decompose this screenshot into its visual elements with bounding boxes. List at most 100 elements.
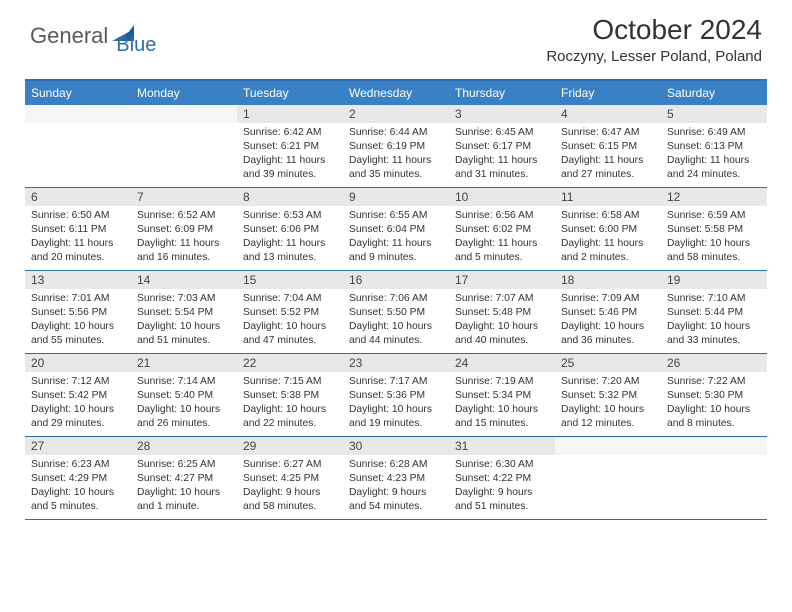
sunrise-text: Sunrise: 7:07 AM bbox=[455, 292, 549, 306]
day-details: Sunrise: 7:12 AMSunset: 5:42 PMDaylight:… bbox=[25, 372, 131, 435]
sunrise-text: Sunrise: 6:53 AM bbox=[243, 209, 337, 223]
day-number: 24 bbox=[449, 354, 555, 372]
week-row: 20Sunrise: 7:12 AMSunset: 5:42 PMDayligh… bbox=[25, 354, 767, 437]
day-header-row: SundayMondayTuesdayWednesdayThursdayFrid… bbox=[25, 81, 767, 105]
title-block: October 2024 Roczyny, Lesser Poland, Pol… bbox=[546, 14, 762, 65]
sunset-text: Sunset: 5:38 PM bbox=[243, 389, 337, 403]
sunset-text: Sunset: 5:30 PM bbox=[667, 389, 761, 403]
day-details: Sunrise: 6:52 AMSunset: 6:09 PMDaylight:… bbox=[131, 206, 237, 269]
sunset-text: Sunset: 5:54 PM bbox=[137, 306, 231, 320]
day-number: 16 bbox=[343, 271, 449, 289]
sunset-text: Sunset: 5:48 PM bbox=[455, 306, 549, 320]
sunset-text: Sunset: 5:46 PM bbox=[561, 306, 655, 320]
day-number: 14 bbox=[131, 271, 237, 289]
daylight-text: Daylight: 11 hours and 2 minutes. bbox=[561, 237, 655, 265]
sunrise-text: Sunrise: 6:44 AM bbox=[349, 126, 443, 140]
calendar-cell: 17Sunrise: 7:07 AMSunset: 5:48 PMDayligh… bbox=[449, 271, 555, 353]
daylight-text: Daylight: 10 hours and 22 minutes. bbox=[243, 403, 337, 431]
sunset-text: Sunset: 6:04 PM bbox=[349, 223, 443, 237]
day-details: Sunrise: 6:49 AMSunset: 6:13 PMDaylight:… bbox=[661, 123, 767, 186]
sunset-text: Sunset: 4:29 PM bbox=[31, 472, 125, 486]
sunset-text: Sunset: 6:17 PM bbox=[455, 140, 549, 154]
day-number: 5 bbox=[661, 105, 767, 123]
logo: General Blue bbox=[30, 14, 156, 57]
daylight-text: Daylight: 11 hours and 24 minutes. bbox=[667, 154, 761, 182]
day-details: Sunrise: 6:28 AMSunset: 4:23 PMDaylight:… bbox=[343, 455, 449, 518]
sunrise-text: Sunrise: 7:10 AM bbox=[667, 292, 761, 306]
sunrise-text: Sunrise: 6:42 AM bbox=[243, 126, 337, 140]
day-details: Sunrise: 6:44 AMSunset: 6:19 PMDaylight:… bbox=[343, 123, 449, 186]
day-header: Saturday bbox=[661, 81, 767, 105]
day-header: Monday bbox=[131, 81, 237, 105]
calendar-cell: 20Sunrise: 7:12 AMSunset: 5:42 PMDayligh… bbox=[25, 354, 131, 436]
daylight-text: Daylight: 11 hours and 13 minutes. bbox=[243, 237, 337, 265]
sunset-text: Sunset: 6:19 PM bbox=[349, 140, 443, 154]
day-details: Sunrise: 7:20 AMSunset: 5:32 PMDaylight:… bbox=[555, 372, 661, 435]
day-number bbox=[661, 437, 767, 455]
calendar-cell: 28Sunrise: 6:25 AMSunset: 4:27 PMDayligh… bbox=[131, 437, 237, 519]
day-details: Sunrise: 7:07 AMSunset: 5:48 PMDaylight:… bbox=[449, 289, 555, 352]
calendar-cell: 27Sunrise: 6:23 AMSunset: 4:29 PMDayligh… bbox=[25, 437, 131, 519]
daylight-text: Daylight: 10 hours and 12 minutes. bbox=[561, 403, 655, 431]
daylight-text: Daylight: 11 hours and 31 minutes. bbox=[455, 154, 549, 182]
daylight-text: Daylight: 10 hours and 44 minutes. bbox=[349, 320, 443, 348]
day-number: 4 bbox=[555, 105, 661, 123]
sunrise-text: Sunrise: 6:58 AM bbox=[561, 209, 655, 223]
day-header: Tuesday bbox=[237, 81, 343, 105]
logo-text-blue: Blue bbox=[116, 34, 156, 57]
day-number: 23 bbox=[343, 354, 449, 372]
calendar-cell: 12Sunrise: 6:59 AMSunset: 5:58 PMDayligh… bbox=[661, 188, 767, 270]
day-number: 22 bbox=[237, 354, 343, 372]
day-number: 27 bbox=[25, 437, 131, 455]
day-details: Sunrise: 6:23 AMSunset: 4:29 PMDaylight:… bbox=[25, 455, 131, 518]
daylight-text: Daylight: 10 hours and 19 minutes. bbox=[349, 403, 443, 431]
day-number: 13 bbox=[25, 271, 131, 289]
daylight-text: Daylight: 10 hours and 47 minutes. bbox=[243, 320, 337, 348]
daylight-text: Daylight: 11 hours and 16 minutes. bbox=[137, 237, 231, 265]
sunset-text: Sunset: 4:23 PM bbox=[349, 472, 443, 486]
day-details: Sunrise: 7:04 AMSunset: 5:52 PMDaylight:… bbox=[237, 289, 343, 352]
sunrise-text: Sunrise: 7:14 AM bbox=[137, 375, 231, 389]
sunrise-text: Sunrise: 7:17 AM bbox=[349, 375, 443, 389]
day-header: Sunday bbox=[25, 81, 131, 105]
sunrise-text: Sunrise: 6:56 AM bbox=[455, 209, 549, 223]
day-details: Sunrise: 7:17 AMSunset: 5:36 PMDaylight:… bbox=[343, 372, 449, 435]
day-number: 10 bbox=[449, 188, 555, 206]
daylight-text: Daylight: 10 hours and 40 minutes. bbox=[455, 320, 549, 348]
calendar-cell: 3Sunrise: 6:45 AMSunset: 6:17 PMDaylight… bbox=[449, 105, 555, 187]
day-details: Sunrise: 6:47 AMSunset: 6:15 PMDaylight:… bbox=[555, 123, 661, 186]
calendar-cell bbox=[25, 105, 131, 187]
sunrise-text: Sunrise: 7:06 AM bbox=[349, 292, 443, 306]
sunrise-text: Sunrise: 6:30 AM bbox=[455, 458, 549, 472]
sunset-text: Sunset: 6:13 PM bbox=[667, 140, 761, 154]
day-number: 19 bbox=[661, 271, 767, 289]
day-details: Sunrise: 6:55 AMSunset: 6:04 PMDaylight:… bbox=[343, 206, 449, 269]
location-label: Roczyny, Lesser Poland, Poland bbox=[546, 48, 762, 65]
day-number: 21 bbox=[131, 354, 237, 372]
sunset-text: Sunset: 6:09 PM bbox=[137, 223, 231, 237]
day-number: 30 bbox=[343, 437, 449, 455]
day-details: Sunrise: 7:10 AMSunset: 5:44 PMDaylight:… bbox=[661, 289, 767, 352]
calendar-cell: 16Sunrise: 7:06 AMSunset: 5:50 PMDayligh… bbox=[343, 271, 449, 353]
sunrise-text: Sunrise: 6:27 AM bbox=[243, 458, 337, 472]
day-header: Friday bbox=[555, 81, 661, 105]
day-header: Wednesday bbox=[343, 81, 449, 105]
calendar-cell: 30Sunrise: 6:28 AMSunset: 4:23 PMDayligh… bbox=[343, 437, 449, 519]
daylight-text: Daylight: 11 hours and 9 minutes. bbox=[349, 237, 443, 265]
sunset-text: Sunset: 5:34 PM bbox=[455, 389, 549, 403]
sunrise-text: Sunrise: 6:28 AM bbox=[349, 458, 443, 472]
calendar-cell: 25Sunrise: 7:20 AMSunset: 5:32 PMDayligh… bbox=[555, 354, 661, 436]
day-number: 2 bbox=[343, 105, 449, 123]
calendar-cell: 19Sunrise: 7:10 AMSunset: 5:44 PMDayligh… bbox=[661, 271, 767, 353]
calendar-cell: 15Sunrise: 7:04 AMSunset: 5:52 PMDayligh… bbox=[237, 271, 343, 353]
day-details: Sunrise: 7:09 AMSunset: 5:46 PMDaylight:… bbox=[555, 289, 661, 352]
day-details: Sunrise: 7:19 AMSunset: 5:34 PMDaylight:… bbox=[449, 372, 555, 435]
sunset-text: Sunset: 4:22 PM bbox=[455, 472, 549, 486]
calendar-cell bbox=[131, 105, 237, 187]
day-number: 28 bbox=[131, 437, 237, 455]
daylight-text: Daylight: 9 hours and 51 minutes. bbox=[455, 486, 549, 514]
sunrise-text: Sunrise: 6:59 AM bbox=[667, 209, 761, 223]
day-number: 1 bbox=[237, 105, 343, 123]
sunrise-text: Sunrise: 7:22 AM bbox=[667, 375, 761, 389]
day-details: Sunrise: 7:15 AMSunset: 5:38 PMDaylight:… bbox=[237, 372, 343, 435]
